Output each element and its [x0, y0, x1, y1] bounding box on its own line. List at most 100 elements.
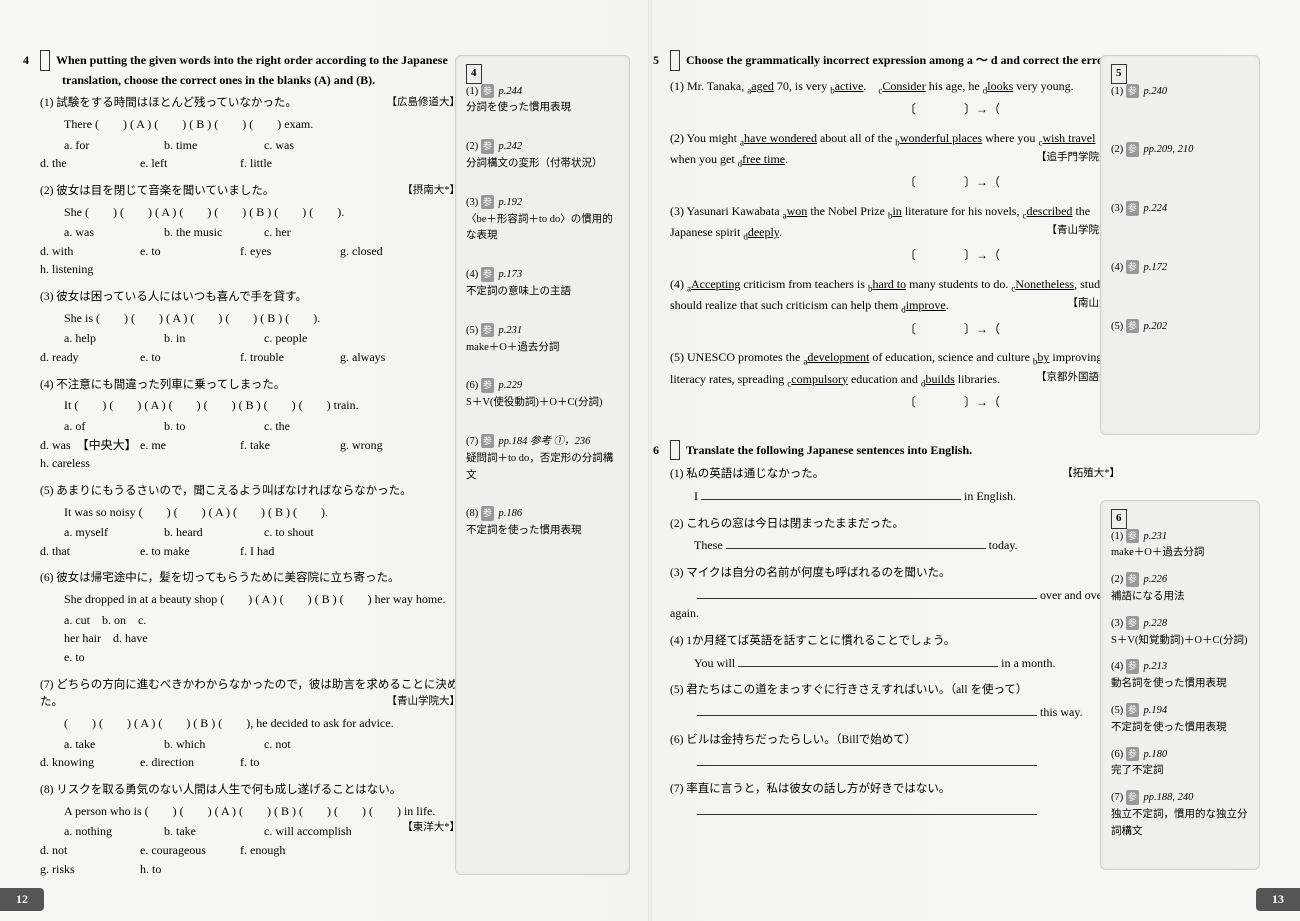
item-choices: a. wasb. the musicc. herd. withe. tof. e…	[40, 223, 460, 279]
answer-bracket[interactable]: 〔 〕→（ ）	[670, 173, 1120, 192]
q5-item: (1) Mr. Tanaka, aaged 70, is very bactiv…	[670, 77, 1120, 119]
q4-item: (4) 不注意にも間違った列車に乗ってしまった。 It ( ) ( ) ( A …	[40, 377, 460, 473]
side-item: (1) 参 p.244分詞を使った慣用表現	[466, 84, 619, 118]
q6-fill[interactable]: You will in a month.	[670, 653, 1120, 673]
answer-bracket[interactable]: 〔 〕→（ ）	[670, 100, 1120, 119]
item-jp: (8) リスクを取る勇気のない人間は人生で何も成し遂げることはない。	[40, 782, 460, 800]
spine	[648, 0, 652, 921]
choice: c. not	[264, 735, 364, 754]
choice: e. to make	[140, 542, 240, 561]
item-jp: (5) あまりにもうるさいので，聞こえるよう叫ばなければならなかった。	[40, 483, 460, 501]
side-item: (7) 参 pp.184 参考 ①，236疑問詞＋to do，否定形の分詞構文	[466, 434, 619, 484]
choice: e. left	[140, 154, 240, 173]
side-text: 不定詞を使った慣用表現	[466, 525, 582, 536]
side-text: S＋V(使役動詞)＋O＋C(分詞)	[466, 397, 603, 408]
item-src: 【青山学院大】	[387, 694, 461, 710]
side-text: 動名詞を使った慣用表現	[1111, 678, 1227, 689]
q6-item: (2) これらの窓は今日は閉まったままだった。 These today.	[670, 516, 1120, 555]
item-choices: a. ofb. toc. thed. was 【中央大】e. mef. take…	[40, 417, 460, 473]
side-item: (6) 参 p.180完了不定詞	[1111, 747, 1249, 781]
q4-item: (6) 彼女は帰宅途中に，髪を切ってもらうために美容院に立ち寄った。 She d…	[40, 570, 460, 666]
side-text: 〈be＋形容詞＋to do〉の慣用的な表現	[466, 214, 613, 242]
item-src: 【摂南大*】	[402, 183, 460, 199]
side-page: p.224	[1144, 203, 1168, 214]
ref-icon: 参	[1126, 747, 1139, 761]
q6-fill[interactable]	[670, 752, 1120, 772]
item-jp: (6) 彼女は帰宅途中に，髪を切ってもらうために美容院に立ち寄った。	[40, 570, 460, 588]
q6-fill[interactable]: over and over again.	[670, 585, 1120, 623]
ref-icon: 参	[1126, 201, 1139, 215]
choice: g. wrong	[340, 436, 440, 455]
item-jp: (7) どちらの方向に進むべきかわからなかったので，彼は助言を求めることに決めた…	[40, 677, 460, 713]
q6-jp: (3) マイクは自分の名前が何度も呼ばれるのを聞いた。	[670, 565, 1120, 583]
q4-item: (3) 彼女は困っている人にはいつも喜んで手を貸す。 She is ( ) ( …	[40, 289, 460, 367]
side-q5-num: 5	[1111, 64, 1249, 84]
choice: a. help	[64, 329, 164, 348]
choice: f. little	[240, 154, 340, 173]
side-item: (7) 参 pp.188, 240独立不定詞，慣用的な独立分詞構文	[1111, 790, 1249, 840]
side-text: 疑問詞＋to do，否定形の分詞構文	[466, 453, 613, 481]
side-q6-num: 6	[1111, 509, 1249, 529]
side-page: p.240	[1144, 86, 1168, 97]
side-page: p.192	[499, 197, 523, 208]
choice: b. in	[164, 329, 264, 348]
ref-icon: 参	[481, 267, 494, 281]
choice: c. people	[264, 329, 364, 348]
answer-bracket[interactable]: 〔 〕→（ ）	[670, 246, 1120, 265]
q5-text: (2) You might ahave wondered about all o…	[670, 129, 1120, 172]
ref-icon: 参	[1126, 659, 1139, 673]
side-text: 分詞構文の変形（付帯状況）	[466, 158, 603, 169]
side-item: (4) 参 p.172	[1111, 260, 1249, 277]
q4-head-text: When putting the given words into the ri…	[56, 53, 448, 87]
choice: f. eyes	[240, 242, 340, 261]
right-page: 5Choose the grammatically incorrect expr…	[650, 0, 1300, 921]
q6-item: (5) 君たちはこの道をまっすぐに行きさえすればいい。（all を使って） th…	[670, 682, 1120, 721]
choice: b. heard	[164, 523, 264, 542]
ref-icon: 参	[481, 139, 494, 153]
item-choices: a. cut b. on c. her hair d. have e. to	[40, 611, 460, 667]
choice: g. closed	[340, 242, 440, 261]
q6-fill[interactable]: These today.	[670, 535, 1120, 555]
q6-jp: (1) 私の英語は通じなかった。【拓殖大*】	[670, 466, 1120, 484]
item-jp: (3) 彼女は困っている人にはいつも喜んで手を貸す。	[40, 289, 460, 307]
q6-jp: (2) これらの窓は今日は閉まったままだった。	[670, 516, 1120, 534]
q4-head: 4When putting the given words into the r…	[62, 50, 460, 89]
q6-head-text: Translate the following Japanese sentenc…	[686, 443, 972, 457]
side-text: 不定詞の意味上の主語	[466, 286, 571, 297]
choice: d. with	[40, 242, 140, 261]
side-item: (8) 参 p.186不定詞を使った慣用表現	[466, 506, 619, 540]
q4-item: (2) 彼女は目を閉じて音楽を聞いていました。【摂南大*】 She ( ) ( …	[40, 183, 460, 279]
page-number-right: 13	[1256, 888, 1300, 911]
left-sidebar: 4 (1) 参 p.244分詞を使った慣用表現(2) 参 p.242分詞構文の変…	[455, 55, 630, 875]
side-page: p.231	[499, 325, 523, 336]
q4-item: (7) どちらの方向に進むべきかわからなかったので，彼は助言を求めることに決めた…	[40, 677, 460, 772]
q6-fill[interactable]	[670, 801, 1120, 821]
choice: d. that	[40, 542, 140, 561]
answer-bracket[interactable]: 〔 〕→（ ）	[670, 320, 1120, 339]
item-src2: 【東洋大*】	[402, 820, 460, 836]
side-item: (4) 参 p.173不定詞の意味上の主語	[466, 267, 619, 301]
item-choices: a. helpb. inc. peopled. readye. tof. tro…	[40, 329, 460, 366]
side-page: pp.188, 240	[1144, 792, 1194, 803]
q6-item: (1) 私の英語は通じなかった。【拓殖大*】 I in English.	[670, 466, 1120, 505]
choice: a. was	[64, 223, 164, 242]
q6-fill[interactable]: I in English.	[670, 486, 1120, 506]
side-page: p.173	[499, 269, 523, 280]
side-page: p.229	[499, 380, 523, 391]
choice: h. listening	[40, 260, 140, 279]
q5-head-text: Choose the grammatically incorrect expre…	[686, 53, 1110, 67]
item-eng: She ( ) ( ) ( A ) ( ) ( ) ( B ) ( ) ( ).	[40, 203, 460, 222]
side-text: make＋O＋過去分詞	[1111, 547, 1204, 558]
item-eng: She dropped in at a beauty shop ( ) ( A …	[40, 590, 460, 609]
q4-item: (5) あまりにもうるさいので，聞こえるよう叫ばなければならなかった。 It w…	[40, 483, 460, 561]
ref-icon: 参	[1126, 142, 1139, 156]
choice: b. the music	[164, 223, 264, 242]
choice: e. me	[140, 436, 240, 455]
choice: c. to shout	[264, 523, 364, 542]
ref-icon: 参	[481, 323, 494, 337]
answer-bracket[interactable]: 〔 〕→（ ）	[670, 393, 1120, 412]
q6-fill[interactable]: this way.	[670, 702, 1120, 722]
choice: d. knowing	[40, 753, 140, 772]
ref-icon: 参	[481, 434, 494, 448]
q5-text: (5) UNESCO promotes the adevelopment of …	[670, 348, 1120, 391]
